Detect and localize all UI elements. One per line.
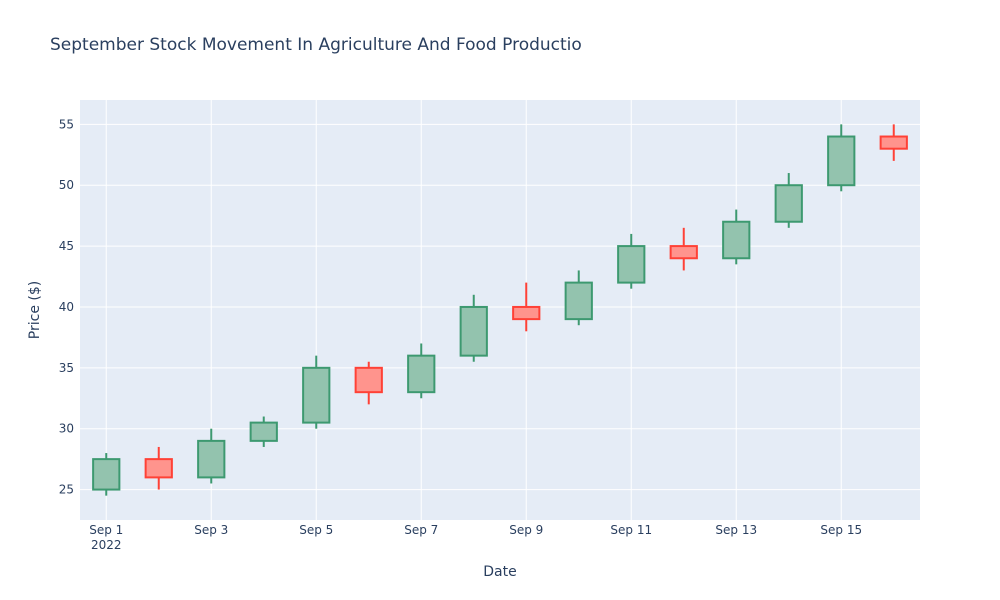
y-tick-label: 55 [59, 117, 74, 131]
candle [722, 209, 751, 265]
y-tick-label: 35 [59, 361, 74, 375]
y-axis-title: Price ($) [27, 281, 43, 339]
candle-body [722, 220, 751, 260]
candle [144, 446, 173, 490]
candle [407, 343, 436, 399]
candle [879, 124, 908, 161]
candle-body [302, 366, 331, 424]
candle-body [407, 354, 436, 394]
candles [92, 124, 908, 496]
x-tick-label: Sep 7 [404, 523, 438, 537]
x-tick-label: Sep 3 [194, 523, 228, 537]
x-tick-label: Sep 5 [299, 523, 333, 537]
candle [302, 355, 331, 429]
candle-body [92, 458, 121, 491]
candle [354, 361, 383, 405]
x-tick-label: Sep 15 [820, 523, 862, 537]
candle-body [354, 366, 383, 394]
candle [512, 282, 541, 332]
y-axis-ticks: 25 30 35 40 45 50 55 [59, 117, 74, 496]
y-tick-label: 40 [59, 300, 74, 314]
x-tick-sublabel: 2022 [91, 538, 122, 552]
candle [249, 416, 278, 447]
candle-body [144, 458, 173, 479]
x-tick-label: Sep 9 [509, 523, 543, 537]
y-tick-label: 30 [59, 422, 74, 436]
candle-body [512, 305, 541, 321]
candle [827, 124, 856, 192]
candle [459, 294, 488, 362]
y-tick-label: 45 [59, 239, 74, 253]
candle-body [564, 281, 593, 321]
x-tick-label: Sep 1 [89, 523, 123, 537]
x-axis-title: Date [483, 564, 516, 580]
chart-title: September Stock Movement In Agriculture … [50, 35, 582, 55]
candle [669, 227, 698, 271]
candle-body [879, 135, 908, 150]
y-tick-label: 25 [59, 483, 74, 497]
candle [197, 428, 226, 484]
candle-body [827, 135, 856, 187]
candle [92, 453, 121, 496]
x-tick-label: Sep 11 [610, 523, 652, 537]
candle-body [197, 439, 226, 479]
candle-body [617, 245, 646, 284]
candle-body [669, 245, 698, 260]
candle [617, 233, 646, 289]
y-tick-label: 50 [59, 178, 74, 192]
candle [774, 173, 803, 228]
grid-lines [80, 100, 920, 520]
candle-body [459, 305, 488, 357]
candle [564, 270, 593, 326]
candle-body [249, 421, 278, 442]
x-tick-label: Sep 13 [715, 523, 757, 537]
candle-body [774, 184, 803, 223]
